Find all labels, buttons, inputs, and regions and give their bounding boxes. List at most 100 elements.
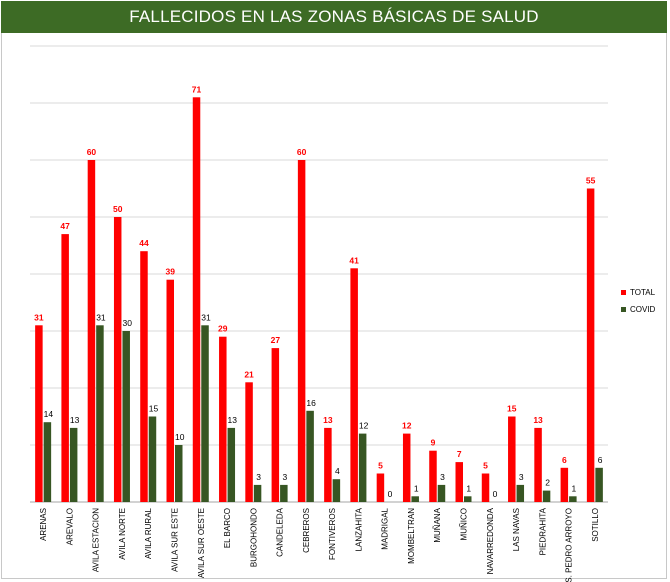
data-label-covid: 6 [598, 455, 603, 465]
data-label-total: 39 [166, 267, 176, 277]
bar-covid [148, 416, 157, 502]
data-label-covid: 30 [122, 318, 132, 328]
bar-covid [437, 484, 446, 502]
bar-covid [280, 484, 288, 502]
data-label-covid: 13 [228, 415, 238, 425]
category-label: S. PEDRO ARROYO [565, 508, 574, 582]
bar-total [113, 217, 122, 502]
bar-total [140, 251, 148, 502]
category-label: AREVALO [65, 508, 74, 545]
data-label-total: 13 [533, 415, 543, 425]
data-label-covid: 2 [545, 478, 550, 488]
bar-total [166, 279, 174, 502]
bar-covid [542, 490, 551, 502]
category-label: AVILA SUR OESTE [197, 508, 206, 578]
data-label-covid: 13 [70, 415, 80, 425]
bar-covid [411, 496, 419, 502]
category-label: MOMBELTRAN [407, 508, 416, 564]
bar-total [245, 382, 253, 502]
bar-covid [332, 479, 341, 502]
category-label: EL BARCO [223, 508, 232, 548]
legend-swatch-covid [621, 307, 626, 312]
bar-covid [43, 422, 52, 502]
category-label: AVILA SUR ESTE [171, 508, 180, 572]
bar-covid [201, 325, 209, 502]
bar-total [481, 473, 490, 502]
category-label: ARENAS [39, 508, 48, 541]
data-labels: 3114471360315030441539107131291321327360… [34, 84, 603, 499]
category-label: MUÑICO [460, 508, 469, 540]
data-label-total: 9 [431, 438, 436, 448]
bar-total [455, 462, 463, 502]
bar-total [271, 348, 280, 502]
data-label-covid: 3 [519, 472, 524, 482]
category-label: FONTIVEROS [328, 508, 337, 560]
data-label-total: 27 [271, 335, 281, 345]
data-label-total: 31 [34, 312, 44, 322]
legend-swatch-total [621, 290, 626, 295]
data-label-covid: 0 [493, 489, 498, 499]
bar-total [324, 427, 332, 502]
data-label-covid: 1 [571, 483, 576, 493]
data-label-total: 29 [218, 324, 228, 334]
bar-covid [253, 484, 262, 502]
data-label-covid: 12 [359, 421, 369, 431]
bar-total [61, 234, 69, 502]
bar-total [560, 467, 569, 502]
data-label-total: 15 [507, 404, 517, 414]
data-label-total: 13 [323, 415, 333, 425]
category-label: AVILA NORTE [118, 508, 127, 560]
bar-covid [227, 427, 236, 502]
data-label-covid: 3 [282, 472, 287, 482]
data-label-total: 12 [402, 421, 412, 431]
data-label-total: 55 [586, 176, 596, 186]
bar-total [297, 160, 306, 502]
data-label-total: 7 [457, 449, 462, 459]
data-label-covid: 1 [414, 483, 419, 493]
bar-total [35, 325, 43, 502]
data-label-total: 47 [60, 221, 70, 231]
bar-total [508, 416, 516, 502]
bar-covid [516, 484, 525, 502]
data-label-total: 44 [139, 238, 149, 248]
data-label-total: 60 [87, 147, 97, 157]
bar-covid [175, 445, 183, 502]
category-label: LANZAHITA [354, 507, 363, 551]
category-label: AVILA RURAL [144, 507, 153, 559]
data-label-total: 5 [378, 461, 383, 471]
data-label-covid: 4 [335, 466, 340, 476]
data-label-total: 5 [483, 461, 488, 471]
legend-entry-covid: COVID [630, 305, 656, 314]
bars [35, 97, 603, 503]
bar-covid [96, 325, 104, 502]
bar-total [219, 336, 227, 502]
category-label: MADRIGAL [381, 507, 390, 549]
legend: TOTAL COVID [621, 288, 656, 314]
data-label-covid: 3 [256, 472, 261, 482]
bar-total [586, 188, 595, 502]
category-label: PIEDRAHITA [538, 507, 547, 555]
data-label-covid: 10 [175, 432, 185, 442]
category-label: AVILA ESTACION [92, 508, 101, 572]
category-label: CEBREROS [302, 508, 311, 553]
data-label-covid: 1 [466, 483, 471, 493]
category-label: MUÑANA [433, 507, 442, 542]
data-label-covid: 15 [149, 404, 159, 414]
data-label-total: 60 [297, 147, 307, 157]
bar-covid [69, 427, 78, 502]
bar-covid [595, 467, 603, 502]
data-label-covid: 14 [44, 409, 54, 419]
category-label: SOTILLO [591, 508, 600, 542]
data-label-total: 41 [349, 255, 359, 265]
category-label: CANDELEDA [276, 507, 285, 557]
bar-total [429, 450, 437, 502]
data-label-covid: 16 [306, 398, 316, 408]
data-label-covid: 31 [201, 312, 211, 322]
data-label-total: 6 [562, 455, 567, 465]
bar-total [376, 473, 385, 502]
legend-entry-total: TOTAL [630, 288, 656, 297]
category-label: LAS NAVAS [512, 508, 521, 551]
category-label: BURGOHONDO [249, 508, 258, 567]
category-label: NAVARREDONDA [486, 507, 495, 574]
